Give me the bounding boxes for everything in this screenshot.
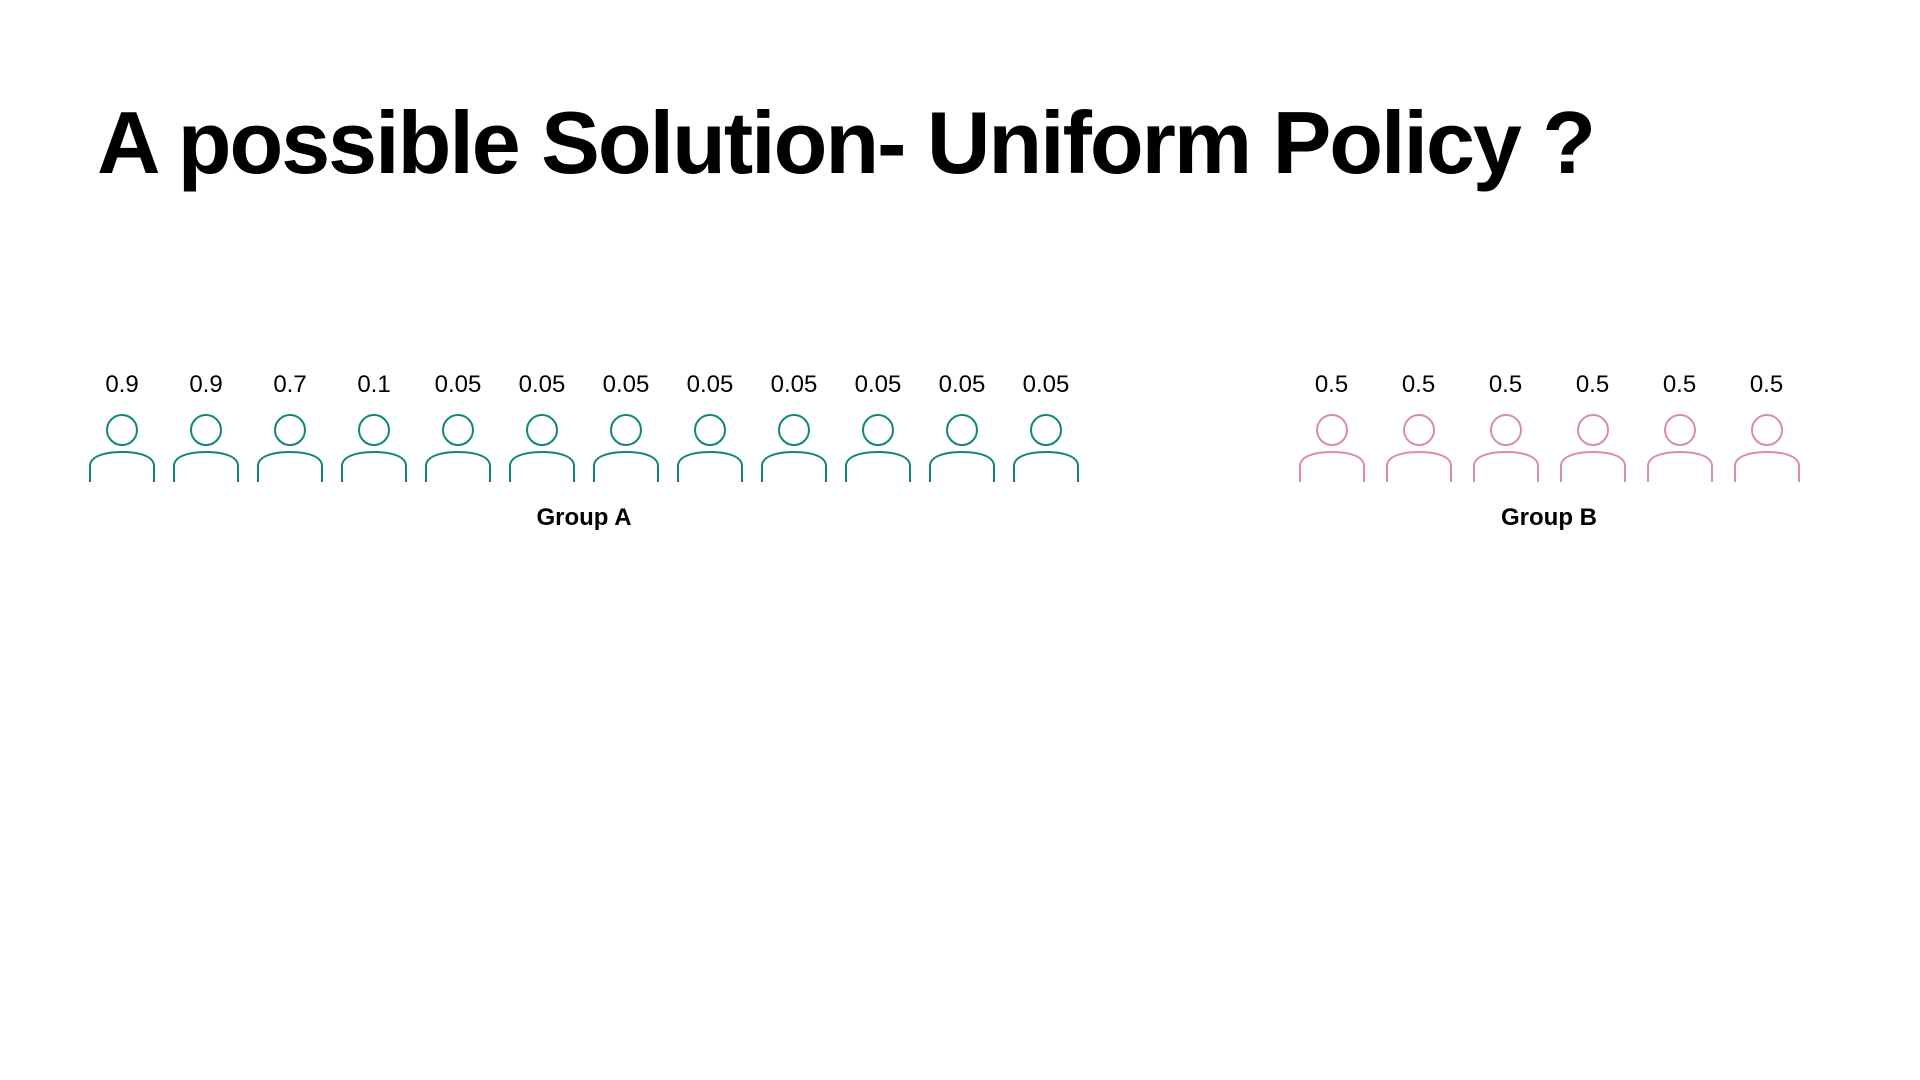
person-probability: 0.5: [1488, 371, 1523, 398]
person-outline-icon: [1013, 414, 1079, 482]
person: 0.7: [248, 370, 332, 484]
person-probability: 0.05: [518, 371, 566, 398]
person-probability: 0.5: [1314, 371, 1349, 398]
person-outline-icon: [1646, 414, 1713, 482]
person: 0.5: [1288, 370, 1375, 484]
person: 0.9: [164, 370, 248, 484]
group-a-people: 0.9 0.9 0.7 0.1 0.05 0.05 0.05 0.05 0.05 0.05 0.05…: [80, 370, 1088, 484]
person-outline-icon: [1472, 414, 1539, 482]
person-probability: 0.5: [1575, 371, 1610, 398]
person-probability: 0.7: [273, 371, 307, 398]
person-outline-icon: [761, 414, 827, 482]
person: 0.05: [500, 370, 584, 484]
person-outline-icon: [593, 414, 659, 482]
person: 0.1: [332, 370, 416, 484]
person-outline-icon: [173, 414, 239, 482]
person: 0.05: [1004, 370, 1088, 484]
person: 0.05: [584, 370, 668, 484]
person-outline-icon: [929, 414, 995, 482]
person-outline-icon: [1385, 414, 1452, 482]
person: 0.5: [1549, 370, 1636, 484]
person: 0.05: [920, 370, 1004, 484]
person: 0.05: [836, 370, 920, 484]
person-outline-icon: [1559, 414, 1626, 482]
group-a-label: Group A: [536, 504, 632, 531]
group-b-label: Group B: [1501, 504, 1597, 531]
person-probability: 0.05: [602, 371, 650, 398]
person-probability: 0.05: [938, 371, 986, 398]
person-probability: 0.1: [357, 371, 391, 398]
person: 0.05: [668, 370, 752, 484]
person-probability: 0.05: [686, 371, 734, 398]
person-outline-icon: [677, 414, 743, 482]
person-probability: 0.05: [434, 371, 482, 398]
person-probability: 0.05: [770, 371, 818, 398]
person-probability: 0.5: [1401, 371, 1436, 398]
person-probability: 0.05: [1022, 371, 1070, 398]
person-outline-icon: [425, 414, 491, 482]
person: 0.5: [1462, 370, 1549, 484]
person: 0.9: [80, 370, 164, 484]
person-probability: 0.9: [105, 371, 139, 398]
person: 0.05: [416, 370, 500, 484]
person-outline-icon: [845, 414, 911, 482]
person-outline-icon: [1733, 414, 1800, 482]
person-outline-icon: [1298, 414, 1365, 482]
person: 0.5: [1723, 370, 1810, 484]
person-probability: 0.5: [1662, 371, 1697, 398]
person: 0.5: [1636, 370, 1723, 484]
person-outline-icon: [257, 414, 323, 482]
person: 0.5: [1375, 370, 1462, 484]
group-b-people: 0.5 0.5 0.5 0.5 0.5 0.5: [1288, 370, 1810, 484]
person: 0.05: [752, 370, 836, 484]
person-outline-icon: [89, 414, 155, 482]
person-outline-icon: [509, 414, 575, 482]
group-a: 0.9 0.9 0.7 0.1 0.05 0.05 0.05 0.05 0.05 0.05 0.05…: [80, 370, 1088, 532]
group-b: 0.5 0.5 0.5 0.5 0.5 0.5 Group B: [1288, 370, 1810, 532]
person-probability: 0.05: [854, 371, 902, 398]
person-probability: 0.9: [189, 371, 223, 398]
person-probability: 0.5: [1749, 371, 1784, 398]
slide-title: A possible Solution- Uniform Policy ?: [97, 93, 1596, 192]
person-outline-icon: [341, 414, 407, 482]
